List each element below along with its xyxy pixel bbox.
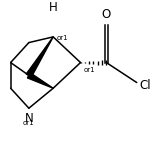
Text: or1: or1 bbox=[23, 120, 35, 126]
Polygon shape bbox=[26, 37, 53, 77]
Text: or1: or1 bbox=[56, 35, 68, 41]
Text: or1: or1 bbox=[84, 67, 95, 73]
Polygon shape bbox=[27, 73, 53, 88]
Text: H: H bbox=[49, 1, 58, 14]
Text: O: O bbox=[102, 8, 111, 21]
Text: Cl: Cl bbox=[140, 79, 151, 92]
Text: N: N bbox=[24, 112, 33, 125]
